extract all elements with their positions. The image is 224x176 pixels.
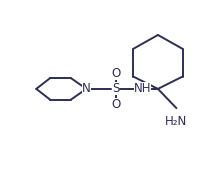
Text: S: S — [112, 82, 119, 95]
Text: O: O — [111, 98, 120, 111]
Text: NH: NH — [134, 82, 151, 95]
Text: O: O — [111, 67, 120, 80]
Text: N: N — [82, 82, 91, 95]
Text: H₂N: H₂N — [165, 115, 187, 128]
